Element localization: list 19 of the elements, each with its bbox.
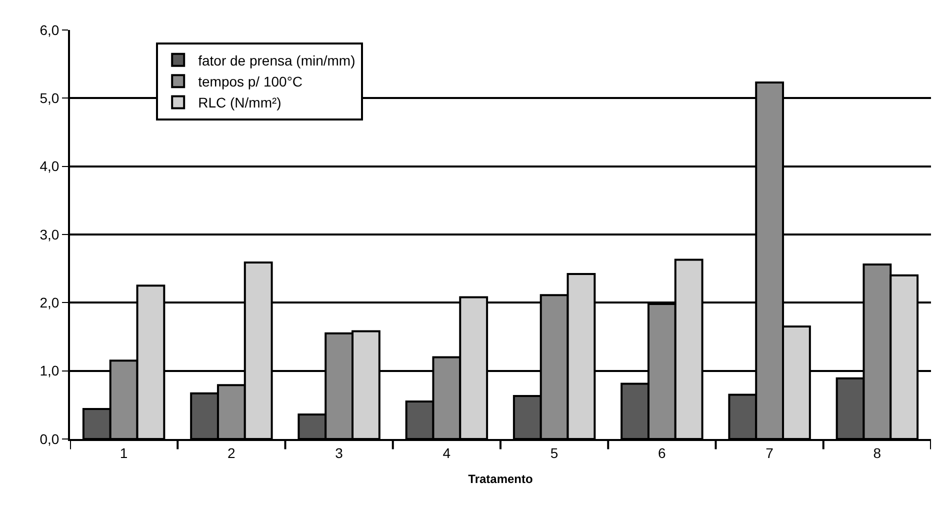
x-tick-label: 1 <box>120 444 128 461</box>
x-axis-title: Tratamento <box>468 472 533 486</box>
legend-label: RLC (N/mm²) <box>198 94 282 111</box>
x-tick-label: 6 <box>658 444 666 461</box>
x-tick-label: 2 <box>228 444 236 461</box>
x-tick-label: 3 <box>335 444 344 461</box>
x-tick-label: 4 <box>442 444 451 461</box>
y-tick-label: 3,0 <box>40 226 60 242</box>
y-tick-label: 2,0 <box>40 294 60 311</box>
y-tick-label: 5,0 <box>40 90 60 106</box>
y-tick-label: 4,0 <box>40 158 60 174</box>
legend-label: fator de prensa (min/mm) <box>198 52 356 68</box>
x-tick-label: 7 <box>766 444 774 461</box>
y-tick-label: 0,0 <box>40 430 60 447</box>
y-tick-label: 6,0 <box>40 22 60 38</box>
x-tick-label: 5 <box>550 444 558 461</box>
x-tick-label: 8 <box>873 444 882 461</box>
legend-label: tempos p/ 100°C <box>198 74 303 90</box>
y-tick-label: 1,0 <box>40 362 60 379</box>
